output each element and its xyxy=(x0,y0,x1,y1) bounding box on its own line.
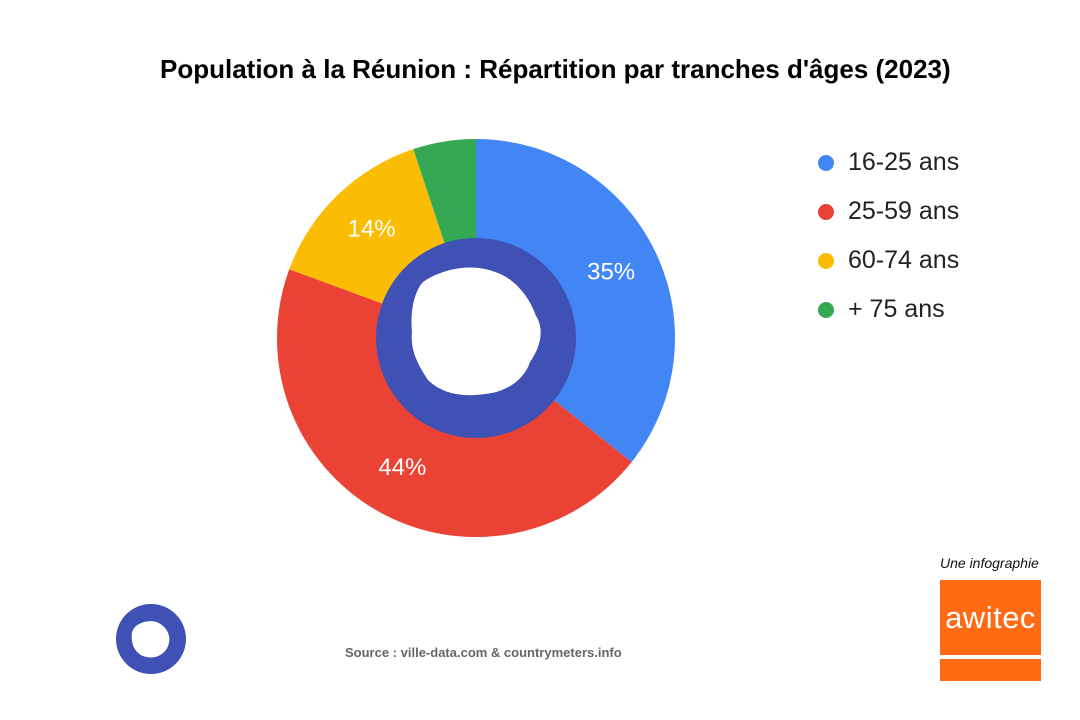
legend-marker-yellow xyxy=(818,252,834,269)
legend-label: 25-59 ans xyxy=(848,197,960,225)
chart-legend: 16-25 ans 25-59 ans 60-74 ans + 75 ans xyxy=(818,138,959,334)
legend-label: 16-25 ans xyxy=(848,148,960,176)
reunion-badge-icon xyxy=(116,604,186,674)
legend-item-75-plus: + 75 ans xyxy=(818,285,959,334)
legend-marker-red xyxy=(818,203,834,220)
infographic-credit: Une infographie xyxy=(940,555,1039,571)
legend-marker-blue xyxy=(818,154,834,171)
legend-marker-green xyxy=(818,301,834,318)
source-note: Source : ville-data.com & countrymeters.… xyxy=(345,645,622,660)
logo-block: awitec xyxy=(940,580,1041,655)
logo-bar xyxy=(940,659,1041,681)
slice-16-25-ans xyxy=(476,139,675,463)
legend-label: 60-74 ans xyxy=(848,246,960,274)
reunion-island-icon xyxy=(411,267,541,396)
slice-label: 14% xyxy=(348,216,396,243)
awitec-logo: awitec xyxy=(940,580,1041,681)
chart-title: Population à la Réunion : Répartition pa… xyxy=(160,54,951,84)
legend-label: + 75 ans xyxy=(848,295,945,323)
legend-item-60-74: 60-74 ans xyxy=(818,236,959,285)
slice-label: 35% xyxy=(587,258,635,285)
logo-text: awitec xyxy=(945,599,1036,635)
legend-item-16-25: 16-25 ans xyxy=(818,138,959,187)
slice-label: 44% xyxy=(378,454,426,481)
legend-item-25-59: 25-59 ans xyxy=(818,187,959,236)
